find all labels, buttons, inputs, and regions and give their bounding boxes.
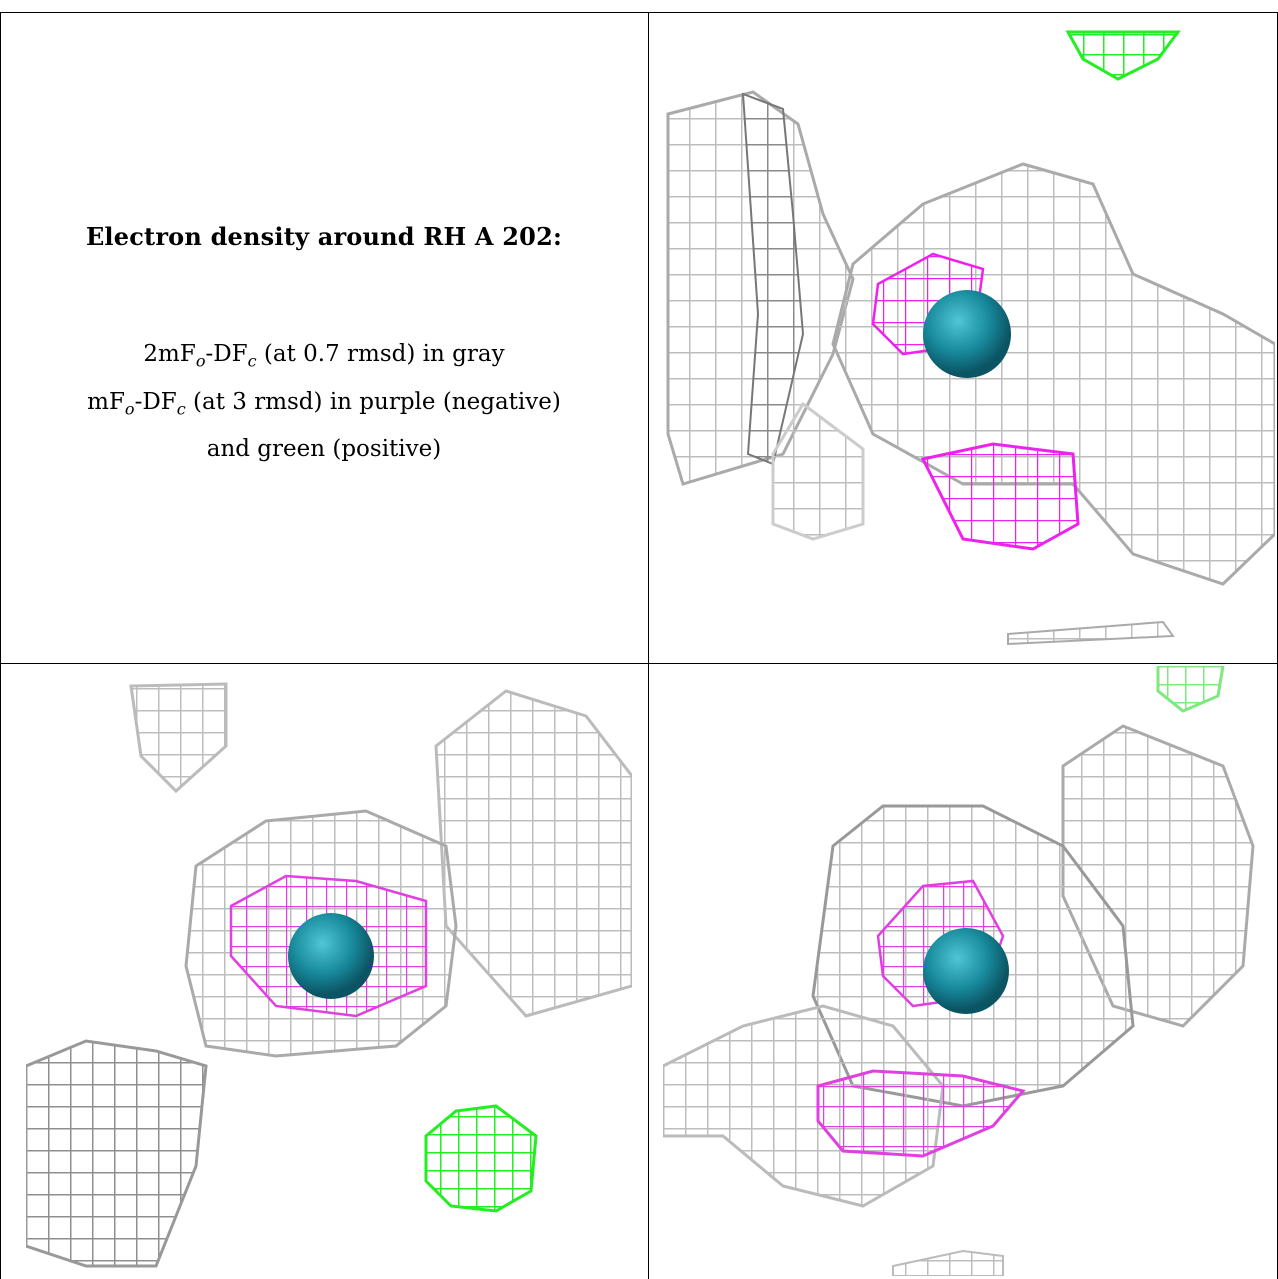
mesh-small-top bbox=[129, 682, 228, 794]
mesh-view-top-right bbox=[666, 30, 1275, 646]
center-divider-horizontal bbox=[0, 663, 1278, 664]
density-panel-top-right bbox=[663, 14, 1275, 659]
mesh-small-left bbox=[771, 401, 865, 541]
negative-density-lower bbox=[816, 1069, 1026, 1158]
positive-density-blob bbox=[1156, 666, 1225, 713]
positive-density-blob bbox=[1065, 30, 1181, 81]
rh-atom-sphere bbox=[923, 290, 1011, 378]
density-panel-bottom-right bbox=[663, 666, 1275, 1276]
caption-title: Electron density around RH A 202: bbox=[85, 222, 563, 251]
legend-line-gray: 2mFo-DFc (at 0.7 rmsd) in gray bbox=[143, 341, 505, 371]
outer-top-border bbox=[0, 12, 1278, 13]
legend-line-colors: and green (positive) bbox=[206, 436, 442, 463]
outer-left-border bbox=[0, 12, 1, 1279]
mesh-view-bottom-right bbox=[663, 666, 1255, 1276]
caption-panel: Electron density around RH A 202: 2mFo-D… bbox=[14, 14, 634, 654]
caption-legend: 2mFo-DFc (at 0.7 rmsd) in gray mFo-DFc (… bbox=[14, 334, 634, 469]
legend-line-difference: mFo-DFc (at 3 rmsd) in purple (negative) bbox=[87, 388, 561, 419]
positive-density-blob bbox=[424, 1104, 538, 1213]
center-divider-vertical bbox=[648, 12, 649, 1279]
density-panel-bottom-left bbox=[26, 666, 632, 1276]
rh-atom-sphere bbox=[288, 913, 374, 999]
mesh-view-bottom-left bbox=[26, 682, 632, 1268]
mesh-lower-left bbox=[663, 1004, 945, 1208]
mesh-right-lobe bbox=[434, 689, 632, 1018]
mesh-lower-left bbox=[26, 1039, 208, 1268]
rh-atom-sphere bbox=[923, 928, 1009, 1014]
negative-density-lower bbox=[920, 442, 1080, 551]
